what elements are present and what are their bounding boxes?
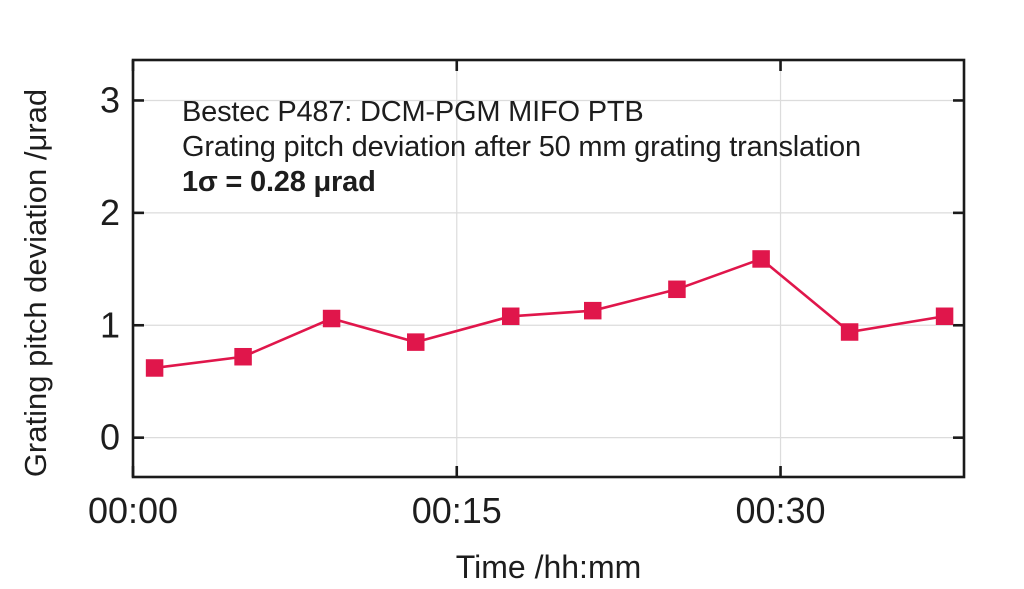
annotation-line-1: Bestec P487: DCM-PGM MIFO PTB (182, 96, 644, 128)
x-axis-title: Time /hh:mm (455, 549, 642, 585)
data-point-marker (752, 250, 770, 268)
data-point-marker (407, 333, 425, 351)
data-point-marker (322, 309, 341, 328)
y-axis-title: Grating pitch deviation /μrad (18, 88, 53, 478)
y-tick-label: 0 (100, 417, 120, 458)
data-point-marker (840, 323, 859, 341)
plot-frame (131, 58, 966, 479)
x-tick-label: 00:15 (412, 490, 502, 531)
annotation-sigma-value: 1σ = 0.28 μrad (182, 166, 376, 198)
data-point-marker (145, 359, 164, 377)
x-tick-label: 00:00 (88, 490, 178, 531)
chart-annotation: Bestec P487: DCM-PGM MIFO PTB Grating pi… (182, 95, 861, 200)
x-tick-label: 00:30 (735, 490, 825, 531)
annotation-line-2: Grating pitch deviation after 50 mm grat… (182, 131, 861, 163)
series-line (154, 257, 945, 370)
data-point-marker (668, 280, 686, 299)
y-tick-label: 3 (100, 79, 120, 120)
y-tick-label: 1 (100, 304, 120, 345)
data-point-marker (583, 301, 602, 320)
data-point-marker (935, 307, 954, 326)
data-point-marker (501, 307, 520, 326)
y-tick-label: 2 (100, 192, 120, 233)
data-point-marker (234, 347, 252, 366)
